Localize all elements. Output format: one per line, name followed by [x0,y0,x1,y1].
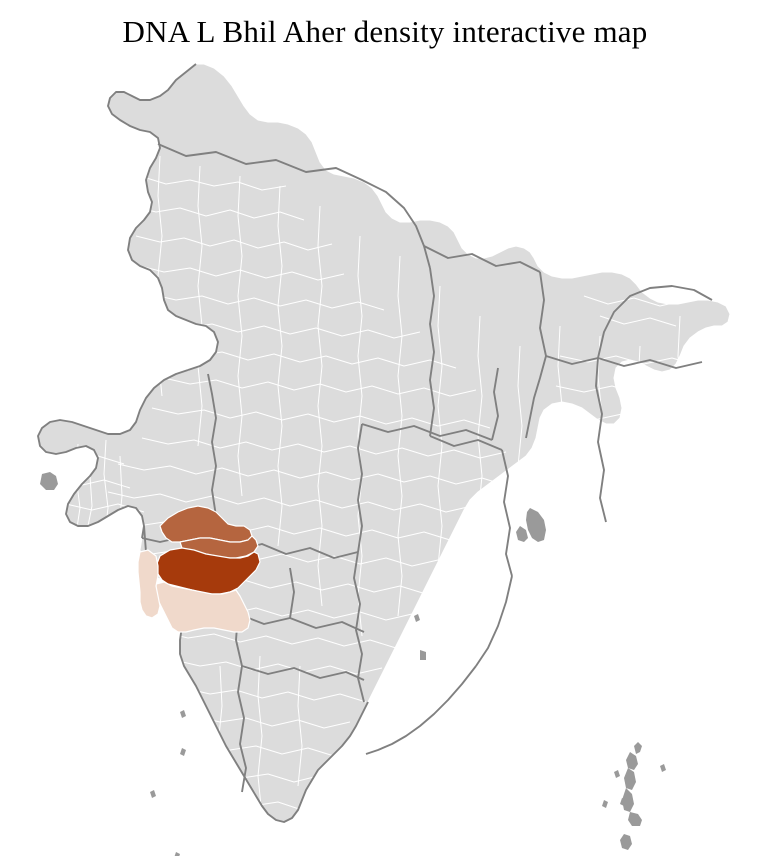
india-map-container[interactable] [0,56,770,856]
kutch-tip [40,472,58,490]
andaman-nicobar-islands[interactable] [602,742,666,856]
highlight-layer[interactable] [137,505,261,633]
coastal-specks [180,614,426,756]
lakshadweep-islands[interactable] [150,790,180,856]
page-title: DNA L Bhil Aher density interactive map [122,14,648,49]
sundarbans-delta [516,508,546,542]
district-high-1[interactable] [155,547,261,595]
base-landmass-layer [37,63,731,833]
district-low-1[interactable] [155,581,251,633]
district-low-2[interactable] [137,549,161,619]
district-boundaries [45,155,701,833]
india-map-svg[interactable] [0,56,770,856]
